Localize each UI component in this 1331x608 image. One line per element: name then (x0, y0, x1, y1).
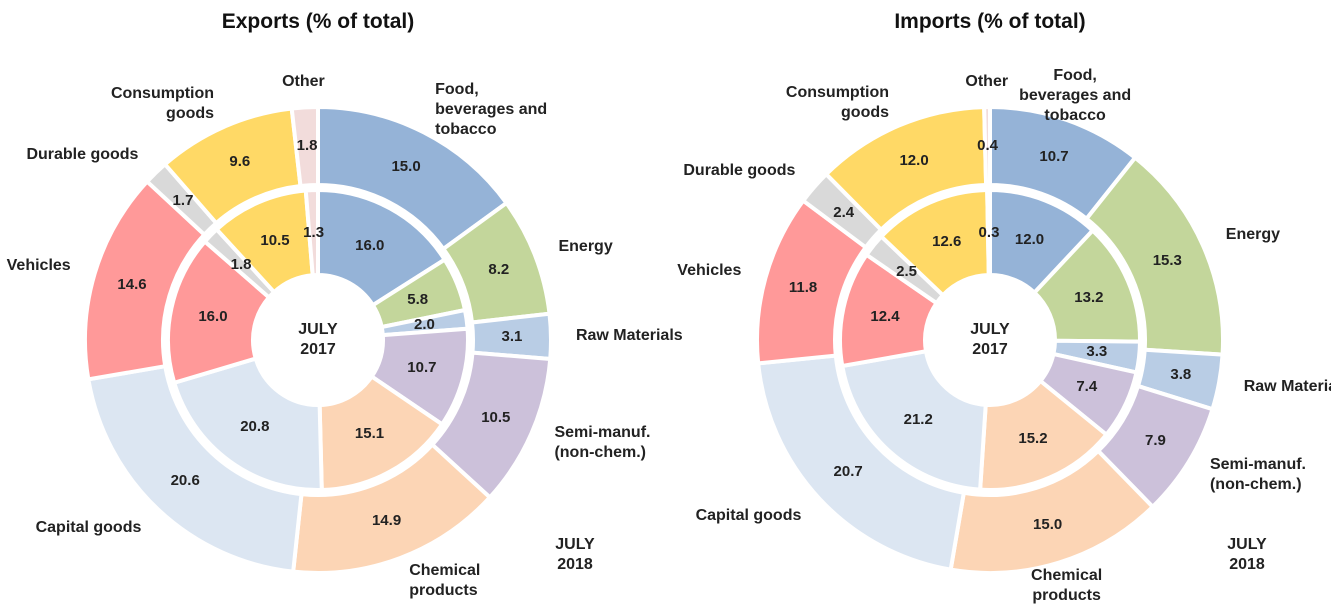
value-label: 20.6 (170, 472, 200, 490)
value-label: 10.5 (481, 408, 511, 426)
value-label: 15.0 (391, 158, 421, 176)
category-label: Consumption goods (785, 83, 890, 121)
value-label: 15.3 (1152, 252, 1182, 270)
category-label: Food, beverages and tobacco (435, 81, 548, 139)
slice (316, 187, 448, 308)
value-label: 20.7 (833, 463, 863, 481)
value-label: 7.9 (1144, 432, 1166, 450)
value-label: 16.0 (198, 308, 228, 326)
category-label: Other (282, 73, 325, 91)
series-label: JULY 2018 (1227, 536, 1267, 573)
value-label: 8.2 (488, 260, 510, 278)
chart-title: Exports (% of total) (221, 10, 415, 33)
category-label: Food, beverages and tobacco (1019, 67, 1132, 125)
value-label: 1.3 (303, 223, 325, 241)
slice (289, 104, 320, 189)
value-label: 10.7 (407, 358, 437, 376)
value-label: 12.4 (870, 308, 900, 326)
category-label: Durable goods (683, 161, 796, 179)
category-label: Vehicles (677, 262, 742, 280)
slice (977, 378, 1110, 492)
value-label: 2.4 (833, 203, 855, 221)
slice (985, 187, 992, 278)
value-label: 20.8 (240, 417, 270, 435)
value-label: 3.1 (501, 327, 523, 345)
slice (171, 356, 324, 492)
category-label: Semi-manuf. (non-chem.) (1209, 455, 1306, 493)
category-label: Chemical products (409, 562, 481, 600)
slice (303, 187, 320, 278)
category-label: Raw Materials (575, 326, 683, 344)
series-label: JULY 2017 (298, 321, 338, 358)
series-label: JULY 2017 (970, 321, 1010, 358)
value-label: 15.2 (1018, 429, 1048, 447)
value-label: 14.6 (117, 275, 147, 293)
value-label: 14.9 (371, 512, 402, 530)
value-label: 12.0 (1014, 231, 1045, 249)
category-label: Capital goods (35, 519, 142, 537)
value-label: 0.3 (978, 223, 1000, 241)
category-label: Energy (558, 237, 613, 255)
slice (839, 348, 988, 492)
category-label: Semi-manuf. (non-chem.) (554, 424, 651, 462)
category-label: Durable goods (26, 145, 139, 163)
slice (982, 104, 992, 188)
value-label: 10.7 (1039, 147, 1069, 165)
category-label: Capital goods (695, 507, 802, 525)
category-label: Chemical products (1031, 567, 1103, 605)
value-label: 0.4 (977, 137, 998, 154)
value-label: 15.0 (1033, 516, 1063, 534)
category-label: Vehicles (6, 257, 71, 275)
value-label: 1.8 (296, 137, 318, 155)
value-label: 5.8 (407, 290, 429, 308)
value-label: 15.1 (354, 425, 385, 443)
category-label: Consumption goods (110, 84, 215, 122)
value-label: 7.4 (1076, 377, 1098, 395)
value-label: 12.0 (899, 152, 929, 170)
value-label: 2.0 (414, 316, 435, 334)
value-label: 9.6 (229, 153, 251, 171)
value-label: 13.2 (1074, 288, 1104, 306)
value-label: 21.2 (903, 411, 933, 429)
category-label: Energy (1225, 226, 1281, 244)
series-label: JULY 2018 (555, 536, 595, 573)
value-label: 10.5 (260, 232, 290, 250)
category-label: Raw Materials (1243, 377, 1331, 395)
value-label: 12.6 (932, 232, 962, 250)
category-label: Other (965, 73, 1009, 91)
value-label: 11.8 (788, 279, 818, 297)
value-label: 16.0 (355, 236, 385, 254)
chart-title: Imports (% of total) (894, 10, 1086, 33)
value-label: 2.5 (896, 263, 918, 281)
value-label: 3.3 (1086, 343, 1108, 361)
value-label: 1.8 (230, 255, 252, 273)
value-label: 1.7 (172, 191, 194, 209)
value-label: 3.8 (1170, 366, 1192, 384)
